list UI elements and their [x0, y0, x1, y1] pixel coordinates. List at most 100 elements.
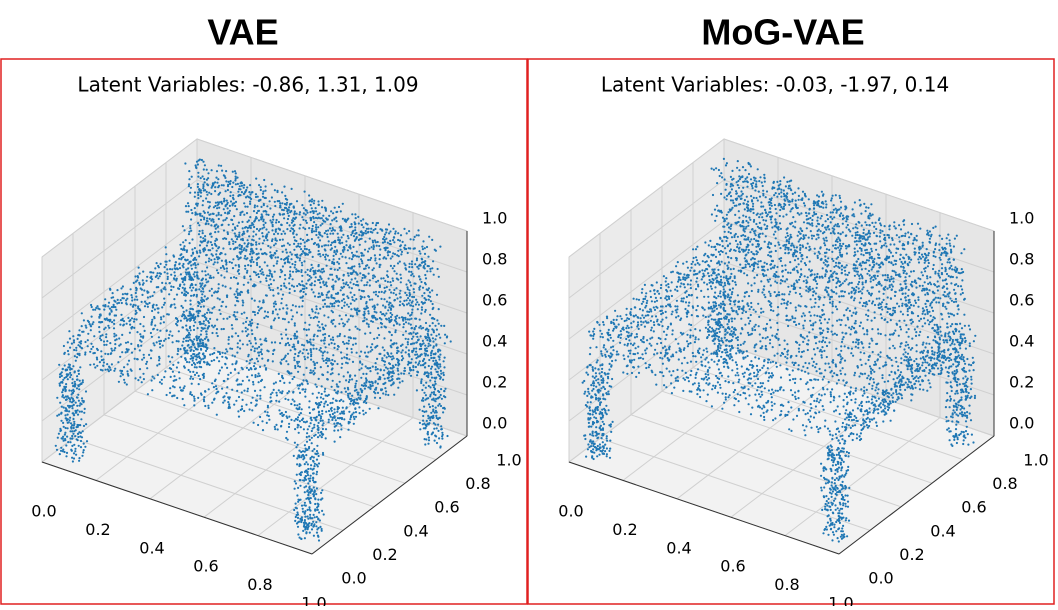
- point: [437, 371, 439, 373]
- point: [763, 365, 765, 367]
- point: [271, 257, 273, 259]
- point: [249, 321, 251, 323]
- point: [291, 219, 293, 221]
- point: [211, 169, 213, 171]
- point: [421, 378, 423, 380]
- point: [254, 362, 256, 364]
- point: [355, 343, 357, 345]
- point: [347, 249, 349, 251]
- point: [390, 257, 392, 259]
- point: [322, 254, 324, 256]
- point: [80, 432, 82, 434]
- point: [410, 332, 412, 334]
- point: [187, 352, 189, 354]
- point: [310, 355, 312, 357]
- point: [429, 268, 431, 270]
- point: [358, 239, 360, 241]
- point: [340, 253, 342, 255]
- point: [386, 286, 388, 288]
- point: [143, 378, 145, 380]
- point: [326, 285, 328, 287]
- point: [183, 349, 185, 351]
- point: [58, 364, 60, 366]
- point: [411, 350, 413, 352]
- point: [432, 415, 434, 417]
- point: [167, 278, 169, 280]
- point: [183, 283, 185, 285]
- point: [266, 205, 268, 207]
- point: [411, 260, 413, 262]
- point: [315, 276, 317, 278]
- point: [156, 329, 158, 331]
- point: [308, 227, 310, 229]
- point: [114, 347, 116, 349]
- point: [313, 243, 315, 245]
- point: [325, 362, 327, 364]
- point: [186, 361, 188, 363]
- point: [312, 370, 314, 372]
- point: [214, 225, 216, 227]
- point: [421, 353, 423, 355]
- point: [329, 414, 331, 416]
- point: [436, 362, 438, 364]
- point: [82, 430, 84, 432]
- point: [698, 338, 700, 340]
- point: [66, 410, 68, 412]
- point: [135, 310, 137, 312]
- point: [297, 487, 299, 489]
- point: [260, 189, 262, 191]
- point: [203, 400, 205, 402]
- point: [200, 330, 202, 332]
- point: [644, 326, 646, 328]
- point: [304, 463, 306, 465]
- point: [127, 341, 129, 343]
- point: [178, 258, 180, 260]
- point: [231, 328, 233, 330]
- point: [413, 348, 415, 350]
- point: [292, 278, 294, 280]
- point: [231, 363, 233, 365]
- point: [137, 305, 139, 307]
- y-tick-label: 0.4: [403, 521, 428, 540]
- point: [254, 374, 256, 376]
- point: [382, 313, 384, 315]
- point: [424, 274, 426, 276]
- point: [322, 374, 324, 376]
- point: [764, 296, 766, 298]
- point: [296, 507, 298, 509]
- point: [294, 322, 296, 324]
- point: [826, 388, 828, 390]
- point: [349, 267, 351, 269]
- point: [236, 238, 238, 240]
- point: [283, 382, 285, 384]
- point: [259, 228, 261, 230]
- point: [258, 354, 260, 356]
- point: [230, 191, 232, 193]
- point: [395, 329, 397, 331]
- point: [232, 243, 234, 245]
- point: [232, 182, 234, 184]
- point: [244, 206, 246, 208]
- point: [354, 408, 356, 410]
- point: [194, 262, 196, 264]
- point: [303, 212, 305, 214]
- point: [296, 337, 298, 339]
- point: [424, 261, 426, 263]
- point: [226, 386, 228, 388]
- point: [405, 330, 407, 332]
- point: [321, 413, 323, 415]
- point: [343, 413, 345, 415]
- point: [404, 370, 406, 372]
- point: [76, 387, 78, 389]
- point: [345, 314, 347, 316]
- point: [361, 290, 363, 292]
- point: [385, 318, 387, 320]
- point: [420, 327, 422, 329]
- point: [341, 418, 343, 420]
- point: [319, 217, 321, 219]
- point: [123, 320, 125, 322]
- point: [224, 352, 226, 354]
- point: [308, 400, 310, 402]
- point: [353, 401, 355, 403]
- point: [275, 303, 277, 305]
